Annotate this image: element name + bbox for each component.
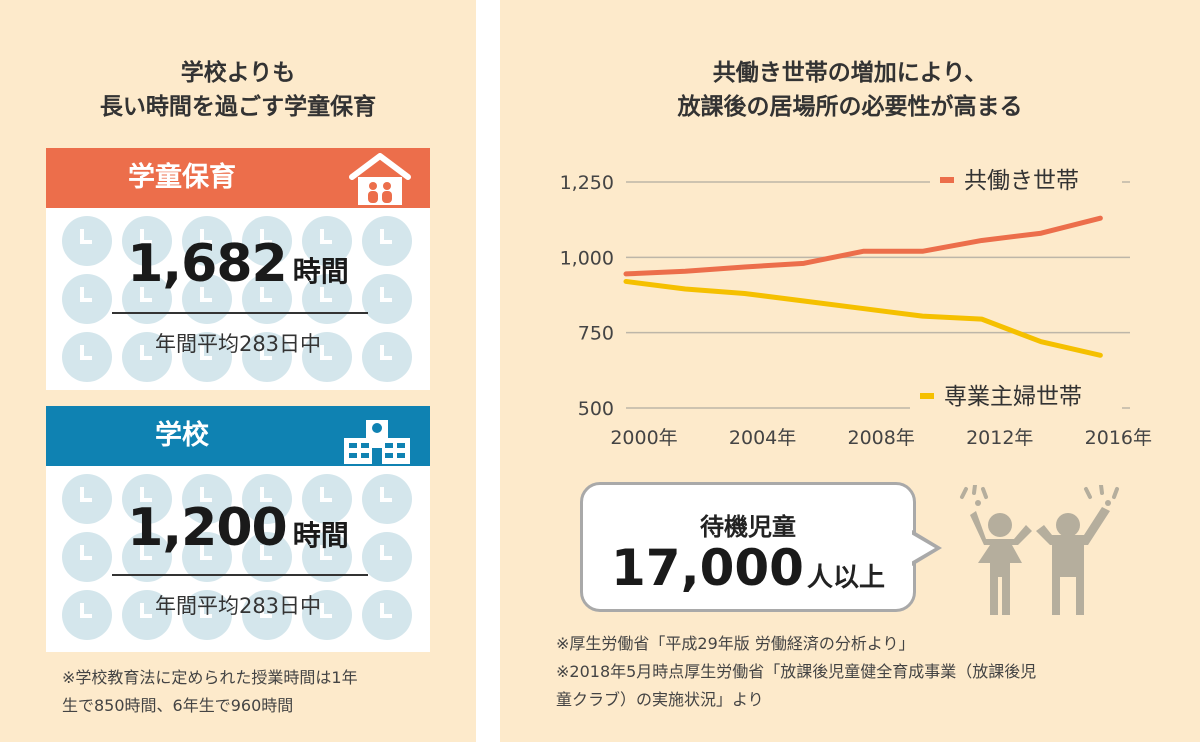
school-subtext: 年間平均283日中	[154, 594, 322, 618]
clock-icon	[362, 532, 412, 582]
school-hours: 1,200 時間	[46, 498, 430, 558]
clock-icon	[242, 332, 292, 382]
left-title: 学校よりも 長い時間を過ごす学童保育	[0, 56, 476, 124]
gakudo-card: 学童保育 1,682 時間 年間平均283日中	[46, 148, 430, 390]
y-tick-label: 1,000	[560, 247, 614, 269]
legend-label: 専業主婦世帯	[944, 384, 1082, 410]
right-footnote-line-1: ※厚生労働省「平成29年版 労働経済の分析より」	[556, 634, 915, 653]
clock-icon	[182, 216, 232, 266]
y-tick-label: 1,250	[560, 172, 614, 194]
clock-icon	[62, 532, 112, 582]
clock-icon	[182, 332, 232, 382]
right-title-line-2: 放課後の居場所の必要性が高まる	[677, 94, 1023, 120]
clock-icon	[242, 216, 292, 266]
gakudo-header: 学童保育	[46, 148, 430, 208]
x-tick-label: 2016年	[1085, 427, 1152, 449]
clock-icon	[362, 590, 412, 640]
legend-label: 共働き世帯	[964, 168, 1079, 194]
school-card: 学校 1,200 時間 年間平均283日中	[46, 406, 430, 652]
waiting-children-label: 待機児童	[700, 513, 796, 541]
legend-swatch	[940, 177, 954, 183]
clock-icon	[62, 216, 112, 266]
left-title-line-2: 長い時間を過ごす学童保育	[99, 94, 377, 120]
gakudo-divider	[112, 312, 368, 314]
clock-icon	[62, 274, 112, 324]
clock-icon	[242, 274, 292, 324]
gakudo-hours-unit: 時間	[292, 255, 349, 288]
clock-icon	[302, 332, 352, 382]
y-tick-label: 750	[578, 323, 614, 345]
clock-icon	[182, 532, 232, 582]
gakudo-header-label: 学童保育	[128, 162, 236, 193]
gakudo-hours: 1,682 時間	[46, 234, 430, 294]
clock-icon	[302, 532, 352, 582]
right-footnote-line-2: ※2018年5月時点厚生労働省「放課後児童健全育成事業（放課後児	[556, 662, 1037, 681]
crying-children-icon	[960, 485, 1119, 615]
clock-icon	[122, 274, 172, 324]
school-header-label: 学校	[155, 420, 209, 451]
x-tick-label: 2012年	[966, 427, 1033, 449]
clock-icon	[242, 590, 292, 640]
gakudo-hours-value: 1,682	[127, 234, 287, 294]
clock-icon	[62, 590, 112, 640]
right-title-line-1: 共働き世帯の増加により、	[712, 60, 988, 86]
right-title: 共働き世帯の増加により、 放課後の居場所の必要性が高まる	[500, 56, 1200, 124]
clock-icon	[122, 216, 172, 266]
legend-swatch	[920, 393, 934, 399]
clock-icon	[122, 590, 172, 640]
clock-icon	[122, 474, 172, 524]
waiting-children-bubble: 待機児童 17,000 人以上	[580, 482, 916, 612]
clock-icon	[362, 274, 412, 324]
clock-icon	[182, 474, 232, 524]
clock-icon	[182, 274, 232, 324]
gakudo-subtext: 年間平均283日中	[154, 332, 322, 356]
waiting-children-value: 17,000	[611, 539, 804, 597]
bubble-tail-inner	[911, 534, 935, 562]
house-icon	[349, 153, 411, 205]
clock-icon	[242, 474, 292, 524]
school-header: 学校	[46, 406, 430, 466]
clock-icon	[362, 332, 412, 382]
waiting-children-unit: 人以上	[807, 563, 886, 593]
clock-icon	[182, 590, 232, 640]
series-line-dual-income	[623, 215, 1103, 277]
clock-icon	[362, 474, 412, 524]
x-tick-label: 2000年	[610, 427, 677, 449]
left-footnote: ※学校教育法に定められた授業時間は1年 生で850時間、6年生で960時間	[62, 664, 442, 720]
y-tick-label: 500	[578, 398, 614, 420]
clock-icon	[302, 216, 352, 266]
clock-icon	[242, 532, 292, 582]
school-divider	[112, 574, 368, 576]
school-building-icon	[344, 420, 410, 464]
series-line-single-income	[623, 278, 1103, 358]
right-panel: 共働き世帯の増加により、 放課後の居場所の必要性が高まる 500 750 1,000…	[500, 0, 1200, 742]
left-title-line-1: 学校よりも	[180, 60, 296, 86]
left-footnote-line-1: ※学校教育法に定められた授業時間は1年	[62, 668, 358, 687]
household-line-chart: 500 750 1,000 1,250 2000年 2004年 2008年 2012年 2016…	[560, 158, 1152, 449]
legend-box	[930, 158, 1122, 202]
clock-icon	[62, 474, 112, 524]
clock-icon	[122, 532, 172, 582]
left-panel: 学校よりも 長い時間を過ごす学童保育 学童保育 1,682 時間 年間平均283日…	[0, 0, 476, 742]
clock-icon	[122, 332, 172, 382]
x-tick-label: 2004年	[729, 427, 796, 449]
right-footnote: ※厚生労働省「平成29年版 労働経済の分析より」 ※2018年5月時点厚生労働省…	[556, 630, 1156, 714]
school-hours-unit: 時間	[292, 519, 349, 552]
left-footnote-line-2: 生で850時間、6年生で960時間	[62, 696, 294, 715]
legend-box	[910, 374, 1122, 418]
right-footnote-line-3: 童クラブ）の実施状況」より	[556, 690, 764, 709]
x-tick-label: 2008年	[847, 427, 914, 449]
clock-icon	[62, 332, 112, 382]
clock-icon	[302, 590, 352, 640]
clock-icon	[302, 474, 352, 524]
clock-icon	[302, 274, 352, 324]
school-hours-value: 1,200	[127, 498, 287, 558]
clock-icon	[362, 216, 412, 266]
